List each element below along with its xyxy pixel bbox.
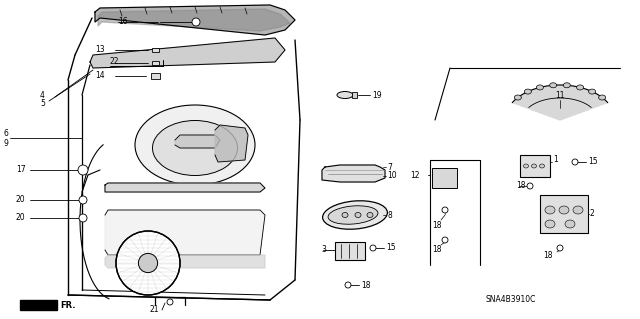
Text: 11: 11 — [556, 91, 564, 100]
Text: 21: 21 — [150, 306, 159, 315]
Circle shape — [442, 237, 448, 243]
Text: 2: 2 — [590, 210, 595, 219]
Text: 7: 7 — [387, 162, 392, 172]
Circle shape — [192, 18, 200, 26]
Ellipse shape — [524, 164, 529, 168]
Ellipse shape — [328, 206, 378, 224]
Circle shape — [116, 231, 180, 295]
Ellipse shape — [323, 201, 387, 229]
Polygon shape — [98, 9, 290, 31]
Bar — [540, 195, 588, 233]
Circle shape — [345, 282, 351, 288]
Text: 6: 6 — [3, 129, 8, 137]
Ellipse shape — [135, 105, 255, 185]
Text: 12: 12 — [410, 170, 419, 180]
Bar — [152, 61, 159, 65]
Text: 5: 5 — [40, 99, 45, 108]
Ellipse shape — [589, 89, 596, 94]
Polygon shape — [95, 5, 295, 35]
Circle shape — [138, 253, 157, 273]
Text: 17: 17 — [16, 166, 26, 174]
Text: 18: 18 — [361, 280, 371, 290]
Ellipse shape — [563, 83, 570, 88]
Bar — [152, 48, 159, 52]
Circle shape — [572, 159, 578, 165]
Text: 18: 18 — [543, 250, 553, 259]
Polygon shape — [90, 38, 285, 68]
Text: 1: 1 — [553, 155, 557, 165]
Bar — [150, 73, 159, 79]
Text: 18: 18 — [432, 220, 442, 229]
Polygon shape — [215, 125, 248, 162]
Text: 3: 3 — [321, 246, 326, 255]
Text: FR.: FR. — [60, 300, 76, 309]
Ellipse shape — [565, 220, 575, 228]
Text: 15: 15 — [588, 158, 598, 167]
Text: 22: 22 — [110, 57, 120, 66]
Ellipse shape — [545, 220, 555, 228]
Polygon shape — [322, 165, 385, 182]
Ellipse shape — [152, 121, 237, 175]
Circle shape — [557, 245, 563, 251]
Ellipse shape — [536, 85, 543, 90]
Ellipse shape — [573, 206, 583, 214]
Text: 8: 8 — [387, 211, 392, 219]
Ellipse shape — [545, 206, 555, 214]
Ellipse shape — [355, 212, 361, 218]
Text: 4: 4 — [40, 91, 45, 100]
Circle shape — [442, 207, 448, 213]
Ellipse shape — [367, 212, 373, 218]
Ellipse shape — [524, 89, 531, 94]
Ellipse shape — [337, 92, 353, 99]
Text: 18: 18 — [516, 182, 525, 190]
Bar — [432, 168, 457, 188]
Text: 20: 20 — [16, 196, 26, 204]
Text: 20: 20 — [16, 213, 26, 222]
Text: 9: 9 — [3, 138, 8, 147]
Ellipse shape — [540, 164, 545, 168]
Bar — [520, 155, 550, 177]
Ellipse shape — [577, 85, 584, 90]
Circle shape — [527, 183, 533, 189]
Circle shape — [167, 299, 173, 305]
Ellipse shape — [598, 95, 605, 100]
Text: 10: 10 — [387, 172, 397, 181]
Polygon shape — [105, 255, 265, 268]
Circle shape — [78, 165, 88, 175]
Circle shape — [79, 196, 87, 204]
Circle shape — [79, 214, 87, 222]
Text: 18: 18 — [432, 246, 442, 255]
Ellipse shape — [515, 95, 522, 100]
Polygon shape — [175, 135, 220, 148]
Text: 16: 16 — [118, 18, 127, 26]
Polygon shape — [105, 210, 265, 255]
Text: 19: 19 — [372, 91, 381, 100]
Bar — [335, 242, 365, 260]
Ellipse shape — [531, 164, 536, 168]
Ellipse shape — [559, 206, 569, 214]
Text: 15: 15 — [386, 243, 396, 253]
Text: 14: 14 — [95, 71, 104, 80]
Text: SNA4B3910C: SNA4B3910C — [485, 295, 536, 305]
Ellipse shape — [342, 212, 348, 218]
Bar — [352, 92, 357, 98]
Text: 13: 13 — [95, 46, 104, 55]
Ellipse shape — [550, 83, 557, 88]
Circle shape — [370, 245, 376, 251]
Polygon shape — [105, 183, 265, 192]
Polygon shape — [513, 85, 607, 120]
Polygon shape — [20, 300, 57, 310]
